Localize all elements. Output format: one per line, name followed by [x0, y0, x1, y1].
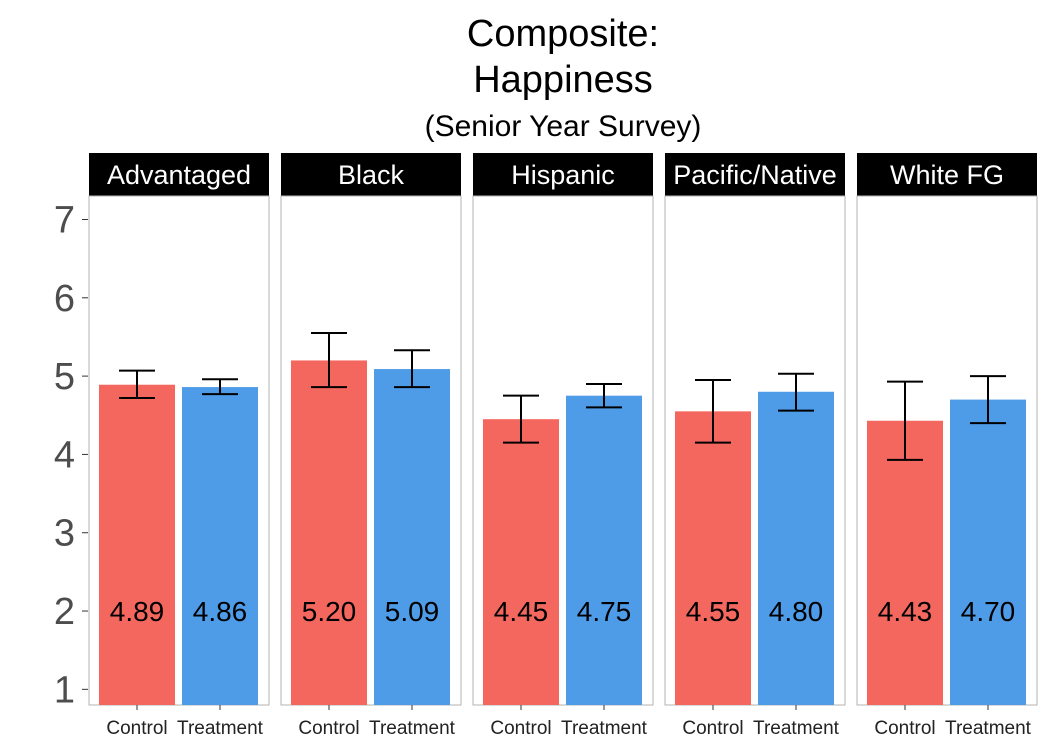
bar-treatment	[374, 369, 450, 705]
y-tick-label: 6	[54, 278, 75, 320]
data-label: 4.86	[193, 596, 248, 627]
x-tick-label: Control	[298, 718, 359, 739]
facet-strip	[857, 153, 1037, 196]
facet-panel-border	[280, 195, 462, 706]
facet-panel-border	[472, 195, 654, 706]
facet-panel: Black 5.20 Control 5.09 Treatment	[280, 153, 462, 739]
bar-control	[675, 411, 751, 705]
facet-strip	[89, 153, 269, 196]
y-axis: 1 2 3 4 5 6 7	[54, 199, 88, 711]
data-label: 5.09	[385, 596, 440, 627]
bar-control	[483, 419, 559, 705]
data-label: 4.89	[110, 596, 165, 627]
facet-strip-label: Hispanic	[511, 160, 615, 190]
x-tick-label: Control	[874, 718, 935, 739]
y-tick-label: 5	[54, 356, 75, 398]
x-tick-label: Treatment	[369, 718, 456, 739]
facet-panel: Hispanic 4.45 Control 4.75 Treatment	[472, 153, 654, 739]
bar-treatment	[950, 399, 1026, 705]
facet-strip	[665, 153, 845, 196]
chart-subtitle: (Senior Year Survey)	[425, 110, 702, 143]
bar-treatment	[182, 387, 258, 705]
data-label: 4.45	[494, 596, 549, 627]
bar-treatment	[758, 391, 834, 705]
x-tick-label: Treatment	[945, 718, 1032, 739]
chart-title-line2: Happiness	[473, 59, 653, 101]
data-label: 4.43	[878, 596, 933, 627]
y-tick-label: 3	[54, 513, 75, 555]
bar-treatment	[566, 395, 642, 705]
facet-strip-label: Pacific/Native	[673, 160, 837, 190]
facet-panel-border	[664, 195, 846, 706]
facets: Advantaged 4.89 Control 4.86 Treatment Black 5…	[88, 153, 1038, 739]
facet-panel: Pacific/Native 4.55 Control 4.80 Treatment	[664, 153, 846, 739]
facet-panel: White FG 4.43 Control 4.70 Treatment	[856, 153, 1038, 739]
x-tick-label: Treatment	[753, 718, 840, 739]
chart-title: Composite:	[467, 13, 659, 55]
x-tick-label: Control	[682, 718, 743, 739]
facet-panel-border	[88, 195, 270, 706]
data-label: 4.55	[686, 596, 741, 627]
y-tick-label: 2	[54, 591, 75, 633]
facet-panel: Advantaged 4.89 Control 4.86 Treatment	[88, 153, 270, 739]
x-tick-label: Treatment	[177, 718, 264, 739]
x-tick-label: Control	[106, 718, 167, 739]
facet-strip-label: White FG	[890, 160, 1004, 190]
data-label: 4.70	[961, 596, 1016, 627]
data-label: 4.80	[769, 596, 824, 627]
bar-control	[291, 360, 367, 705]
facet-strip-label: Advantaged	[107, 160, 251, 190]
y-tick-label: 4	[54, 434, 75, 476]
facet-strip-label: Black	[338, 160, 405, 190]
facet-panel-border	[856, 195, 1038, 706]
x-tick-label: Control	[490, 718, 551, 739]
facet-strip	[473, 153, 653, 196]
data-label: 4.75	[577, 596, 632, 627]
bar-control	[99, 384, 175, 705]
y-tick-label: 7	[54, 199, 75, 241]
facet-strip	[281, 153, 461, 196]
y-tick-label: 1	[54, 669, 75, 711]
bar-control	[867, 420, 943, 705]
data-label: 5.20	[302, 596, 357, 627]
x-tick-label: Treatment	[561, 718, 648, 739]
